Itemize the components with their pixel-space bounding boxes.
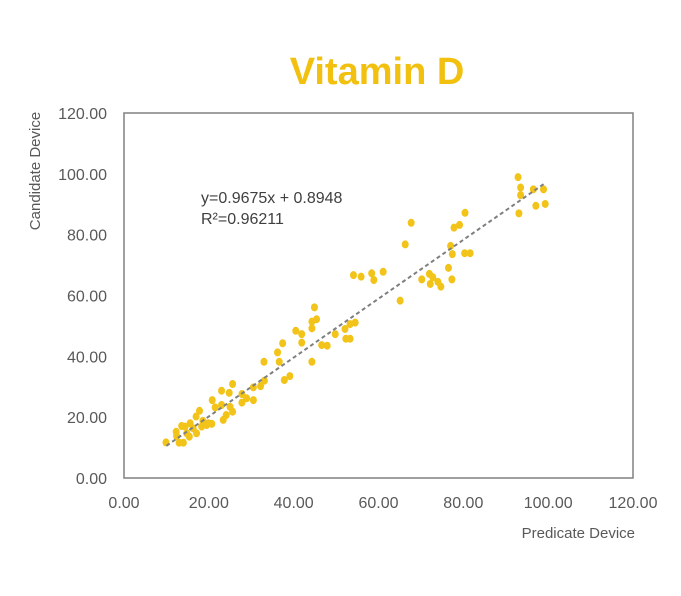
data-point xyxy=(357,272,365,281)
data-point xyxy=(298,330,306,339)
data-point xyxy=(192,412,200,421)
data-point xyxy=(298,338,306,347)
chart-title: Vitamin D xyxy=(290,51,465,93)
data-point xyxy=(286,372,294,381)
data-point xyxy=(308,317,316,326)
y-tick-label: 20.00 xyxy=(67,410,107,427)
data-point xyxy=(346,334,354,343)
data-point xyxy=(274,348,282,357)
data-point xyxy=(323,341,331,350)
data-point xyxy=(179,438,187,447)
data-point xyxy=(426,279,434,288)
data-point xyxy=(517,183,525,192)
data-point xyxy=(407,218,415,227)
data-point xyxy=(349,271,357,280)
data-point xyxy=(208,396,216,405)
data-point xyxy=(444,263,452,272)
data-point xyxy=(532,201,540,210)
data-point xyxy=(396,296,404,305)
data-point xyxy=(257,382,265,391)
data-point xyxy=(447,241,455,250)
data-point xyxy=(279,339,287,348)
data-point xyxy=(401,240,409,249)
data-point xyxy=(429,273,437,282)
data-point xyxy=(238,398,246,407)
trendline-equation: y=0.9675x + 0.8948 xyxy=(201,190,343,207)
data-point xyxy=(448,275,456,284)
data-point xyxy=(308,324,316,333)
data-point xyxy=(466,249,474,258)
x-axis-label: Predicate Device xyxy=(522,525,635,542)
data-point xyxy=(260,376,268,385)
data-points xyxy=(162,173,549,447)
x-tick-label: 100.00 xyxy=(524,495,573,512)
x-axis-ticks: 0.00 20.00 40.00 60.00 80.00 100.00 120.00 xyxy=(108,495,657,512)
data-point xyxy=(514,173,522,182)
data-point xyxy=(219,415,227,424)
data-point xyxy=(541,199,549,208)
data-point xyxy=(229,380,237,389)
y-axis-ticks: 0.00 20.00 40.00 60.00 80.00 100.00 120.00 xyxy=(58,106,107,488)
data-point xyxy=(540,185,548,194)
data-point xyxy=(310,303,318,312)
data-point xyxy=(225,388,233,397)
data-point xyxy=(203,421,211,430)
data-point xyxy=(218,386,226,395)
data-point xyxy=(461,249,469,258)
data-point xyxy=(529,185,537,194)
y-tick-label: 80.00 xyxy=(67,228,107,245)
data-point xyxy=(346,320,354,329)
data-point xyxy=(249,396,257,405)
x-tick-label: 0.00 xyxy=(108,495,139,512)
y-tick-label: 120.00 xyxy=(58,106,107,123)
data-point xyxy=(448,250,456,259)
data-point xyxy=(260,357,268,366)
y-tick-label: 0.00 xyxy=(76,471,107,488)
data-point xyxy=(379,267,387,276)
data-point xyxy=(331,330,339,339)
data-point xyxy=(450,223,458,232)
x-tick-label: 40.00 xyxy=(274,495,314,512)
y-tick-label: 100.00 xyxy=(58,167,107,184)
data-point xyxy=(243,394,251,403)
data-point xyxy=(185,432,193,441)
data-point xyxy=(211,403,219,412)
x-tick-label: 120.00 xyxy=(609,495,658,512)
r-squared-label: R²=0.96211 xyxy=(201,211,284,228)
data-point xyxy=(229,407,237,416)
data-point xyxy=(437,282,445,291)
data-point xyxy=(456,220,464,229)
data-point xyxy=(280,376,288,385)
data-point xyxy=(461,208,469,217)
data-point xyxy=(196,406,204,415)
plot-area-frame xyxy=(123,112,634,479)
data-point xyxy=(418,275,426,284)
x-tick-label: 80.00 xyxy=(443,495,483,512)
data-point xyxy=(275,357,283,366)
data-point xyxy=(308,357,316,366)
y-axis-label: Candidate Device xyxy=(27,112,44,230)
y-tick-label: 60.00 xyxy=(67,289,107,306)
x-tick-label: 60.00 xyxy=(358,495,398,512)
data-point xyxy=(341,324,349,333)
data-point xyxy=(318,341,326,350)
data-point xyxy=(515,209,523,218)
y-tick-label: 40.00 xyxy=(67,349,107,366)
data-point xyxy=(370,275,378,284)
data-point xyxy=(517,191,525,200)
data-point xyxy=(218,401,226,409)
data-point xyxy=(368,269,376,278)
data-point xyxy=(292,326,300,335)
x-tick-label: 20.00 xyxy=(189,495,229,512)
data-point xyxy=(178,421,186,430)
